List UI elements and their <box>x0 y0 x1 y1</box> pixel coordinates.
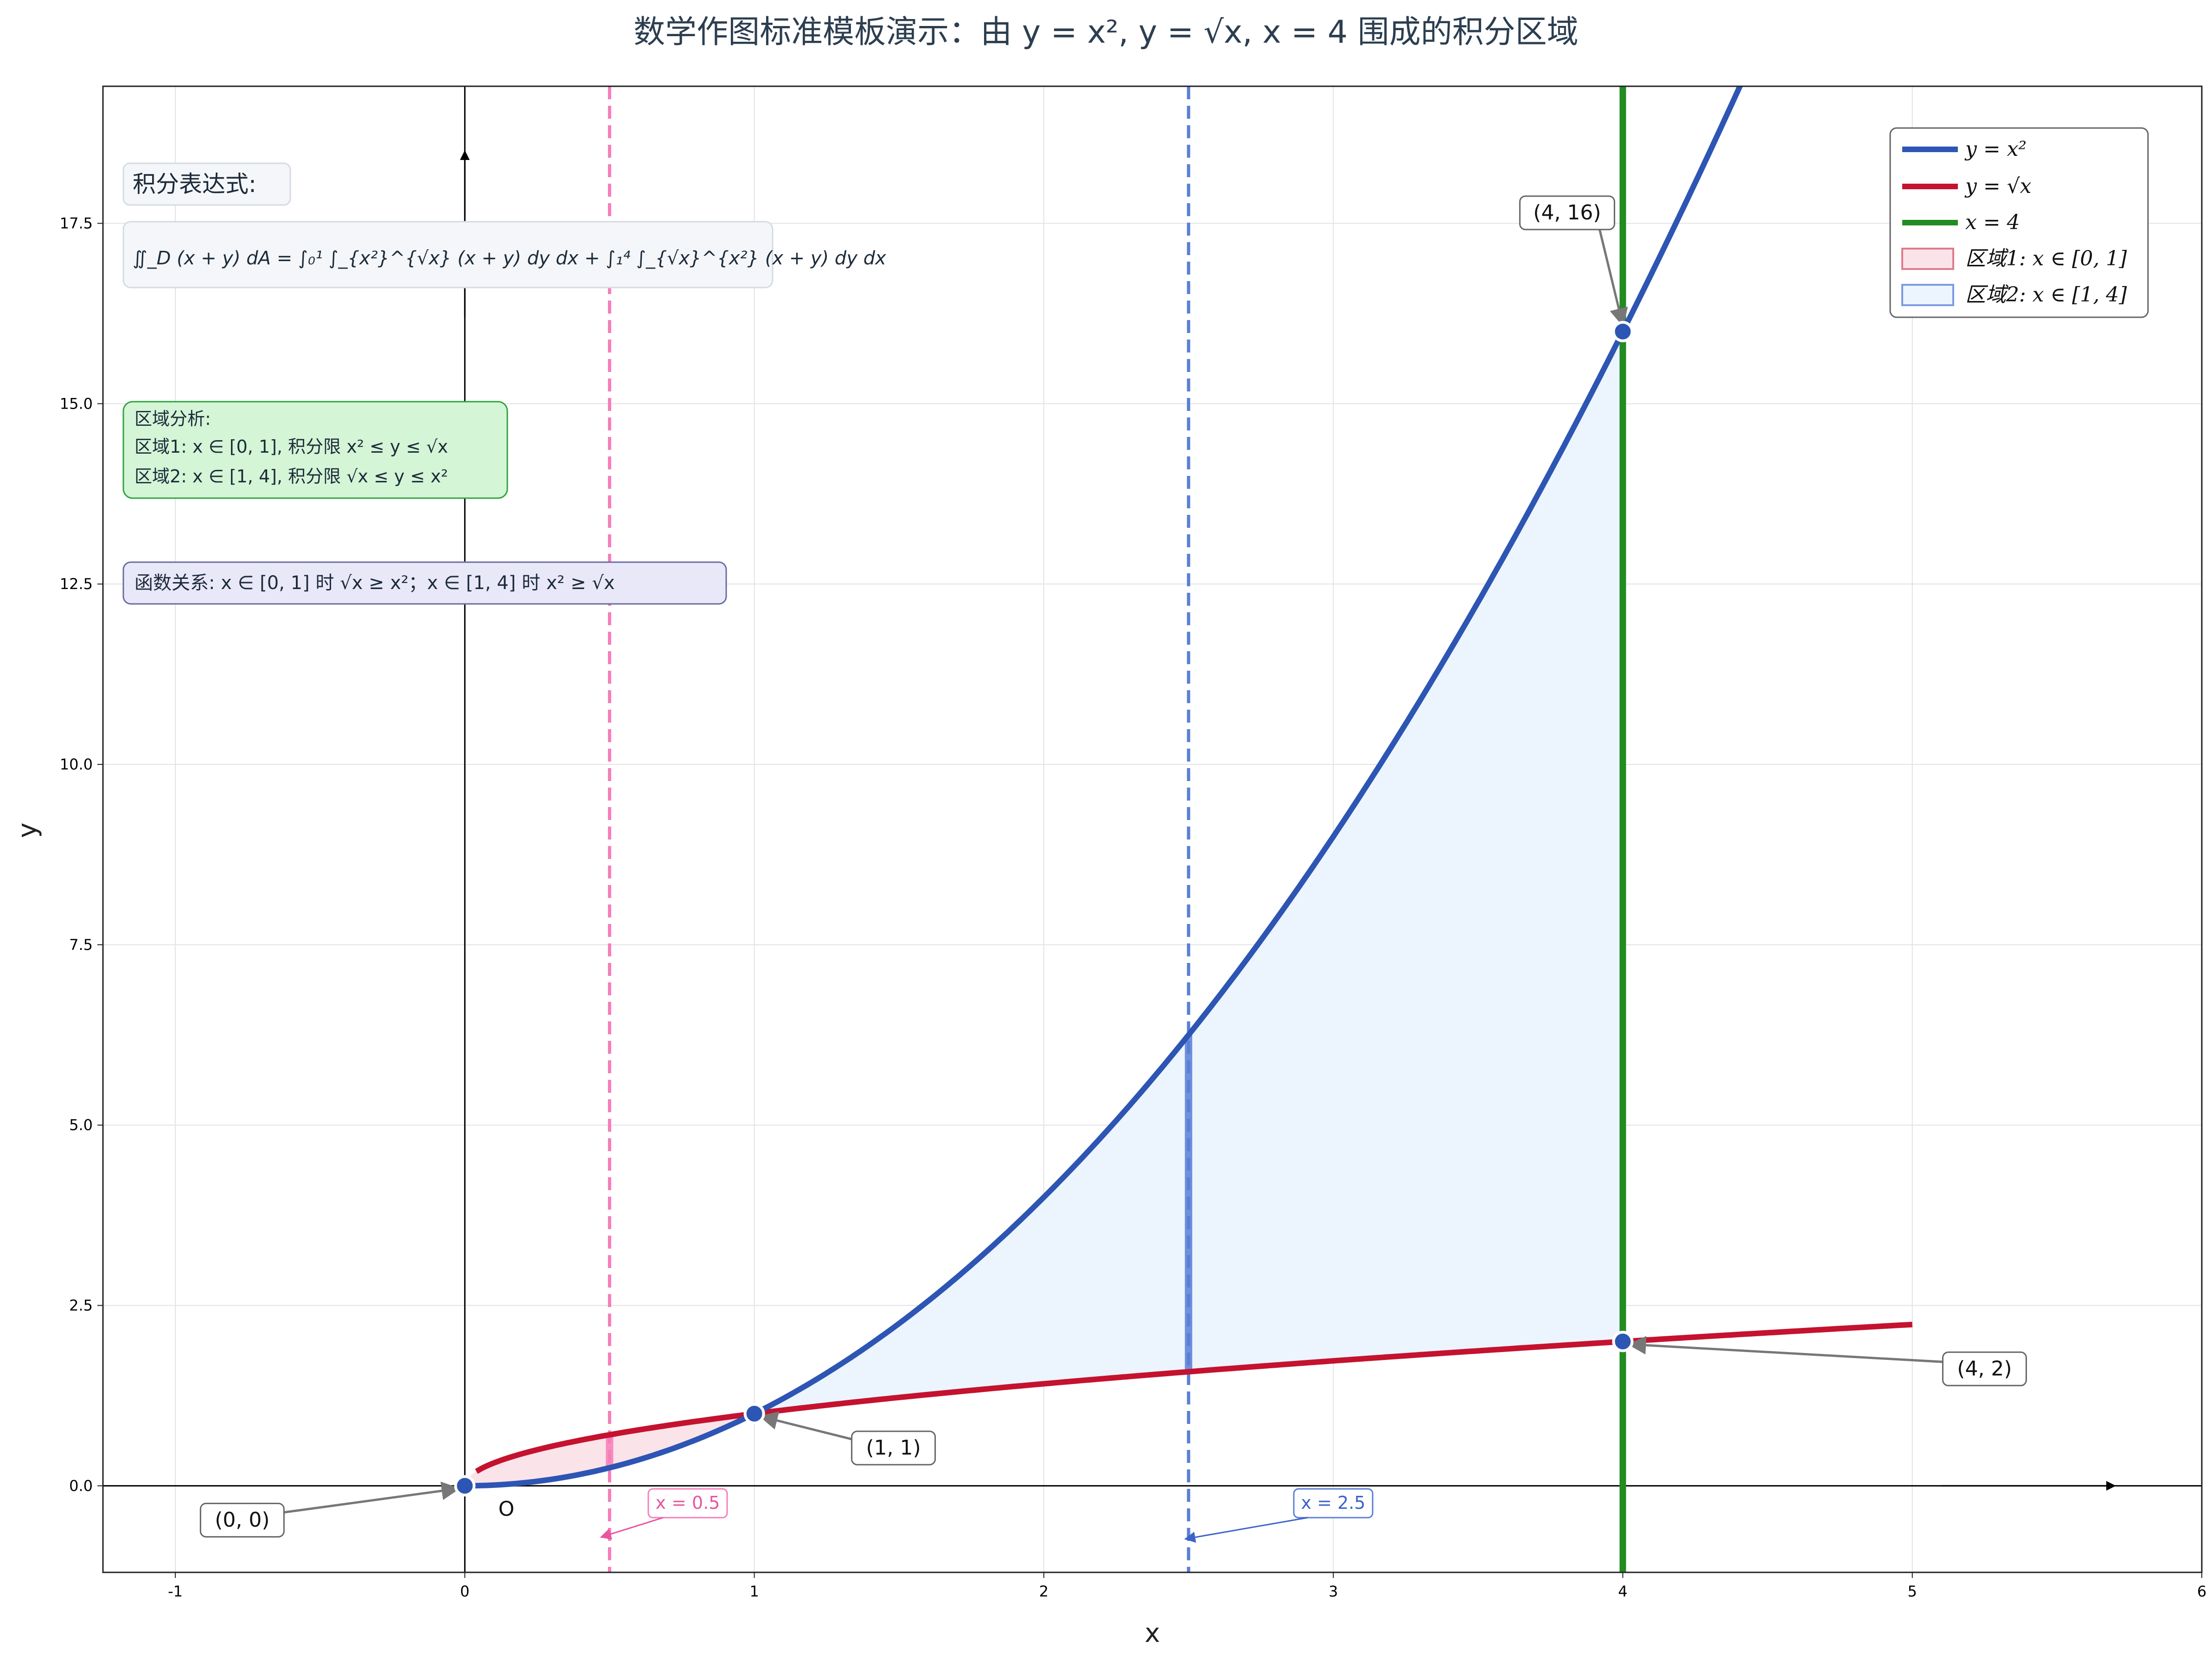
legend-swatch-region-1 <box>1901 248 1954 270</box>
legend-swatch-region-2 <box>1901 284 1954 306</box>
region-2-fill <box>754 331 1623 1414</box>
chart-title: 数学作图标准模板演示：由 y = x², y = √x, x = 4 围成的积分… <box>633 14 1578 51</box>
ref-label-box-1 <box>647 1488 728 1519</box>
plot-frame <box>102 85 2203 1573</box>
y-tick-label: 15.0 <box>60 395 93 412</box>
x-tick-label: -1 <box>168 1583 183 1600</box>
x-tick-label: 0 <box>460 1583 469 1600</box>
legend-label-region-1: 区域1: x ∈ [0, 1] <box>1965 247 2127 270</box>
function-relation: 函数关系: x ∈ [0, 1] 时 √x ≥ x²；x ∈ [1, 4] 时 … <box>134 572 615 594</box>
region-analysis-line-2: 区域1: x ∈ [0, 1], 积分限 x² ≤ y ≤ √x <box>134 436 448 457</box>
data-point <box>454 1475 476 1497</box>
y-tick-label: 17.5 <box>60 215 93 232</box>
region-analysis-line-1: 区域分析: <box>134 409 211 429</box>
point-arrow <box>275 1481 460 1515</box>
y-tick-label: 12.5 <box>60 575 93 593</box>
point-label: (4, 16) <box>1533 201 1601 224</box>
integral-title-box <box>122 162 291 206</box>
point-arrow <box>759 1411 862 1443</box>
series-line-x-squared <box>465 86 1743 1489</box>
data-point <box>743 1403 765 1424</box>
data-point <box>1612 321 1634 342</box>
y-tick-label: 2.5 <box>69 1297 93 1314</box>
point-label: (0, 0) <box>215 1508 269 1532</box>
y-axis-title: y <box>13 822 43 838</box>
point-label-box <box>199 1502 285 1538</box>
x-tick-label: 6 <box>2197 1583 2206 1600</box>
legend-label-sqrt-x: y = √x <box>1964 174 2032 198</box>
x-tick-label: 5 <box>1908 1583 1917 1600</box>
point-label: (4, 2) <box>1957 1357 2012 1380</box>
x-axis-title: x <box>1144 1618 1160 1648</box>
x-tick-label: 1 <box>749 1583 759 1600</box>
ref-arrow-2 <box>1184 1517 1308 1543</box>
integral-formula-box <box>122 221 774 288</box>
legend: y = x² y = √x x = 4 区域1: x ∈ [0, 1] 区域2:… <box>1889 127 2149 318</box>
series-line-sqrt-x <box>475 1321 1913 1474</box>
y-tick-label: 10.0 <box>60 756 93 773</box>
point-label: (1, 1) <box>866 1436 921 1460</box>
integral-formula: ∬_D (x + y) dA = ∫₀¹ ∫_{x²}^{√x} (x + y)… <box>133 248 886 269</box>
legend-frame <box>1889 127 2149 318</box>
ref-arrow-1 <box>600 1517 664 1539</box>
legend-label-x-4: x = 4 <box>1965 211 2020 234</box>
data-points: (0, 0) (1, 1) (4, 16) (4, 2) <box>199 195 2027 1538</box>
integral-title: 积分表达式: <box>133 171 256 198</box>
y-tick-label: 0.0 <box>69 1477 93 1494</box>
origin-label: O <box>499 1497 515 1521</box>
ref-label-1: x = 0.5 <box>656 1493 720 1513</box>
ref-label-2: x = 2.5 <box>1301 1493 1366 1513</box>
region-analysis-line-3: 区域2: x ∈ [1, 4], 积分限 √x ≤ y ≤ x² <box>134 466 448 487</box>
legend-label-region-2: 区域2: x ∈ [1, 4] <box>1965 283 2127 307</box>
y-tick-label: 5.0 <box>69 1116 93 1134</box>
function-relation-box <box>122 561 727 605</box>
legend-label-x-squared: y = x² <box>1964 137 2027 161</box>
point-label-box <box>1519 195 1615 231</box>
y-tick-label: 7.5 <box>69 936 93 954</box>
point-label-box <box>851 1430 936 1466</box>
x-tick-label: 2 <box>1039 1583 1048 1600</box>
x-tick-label: 4 <box>1618 1583 1627 1600</box>
point-arrow <box>1598 229 1628 327</box>
point-label-box <box>1942 1351 2027 1386</box>
ref-label-box-2 <box>1293 1488 1374 1519</box>
point-arrow <box>1627 1336 1952 1364</box>
region-analysis-box <box>122 401 508 499</box>
data-point <box>1612 1331 1634 1353</box>
x-tick-label: 3 <box>1329 1583 1338 1600</box>
